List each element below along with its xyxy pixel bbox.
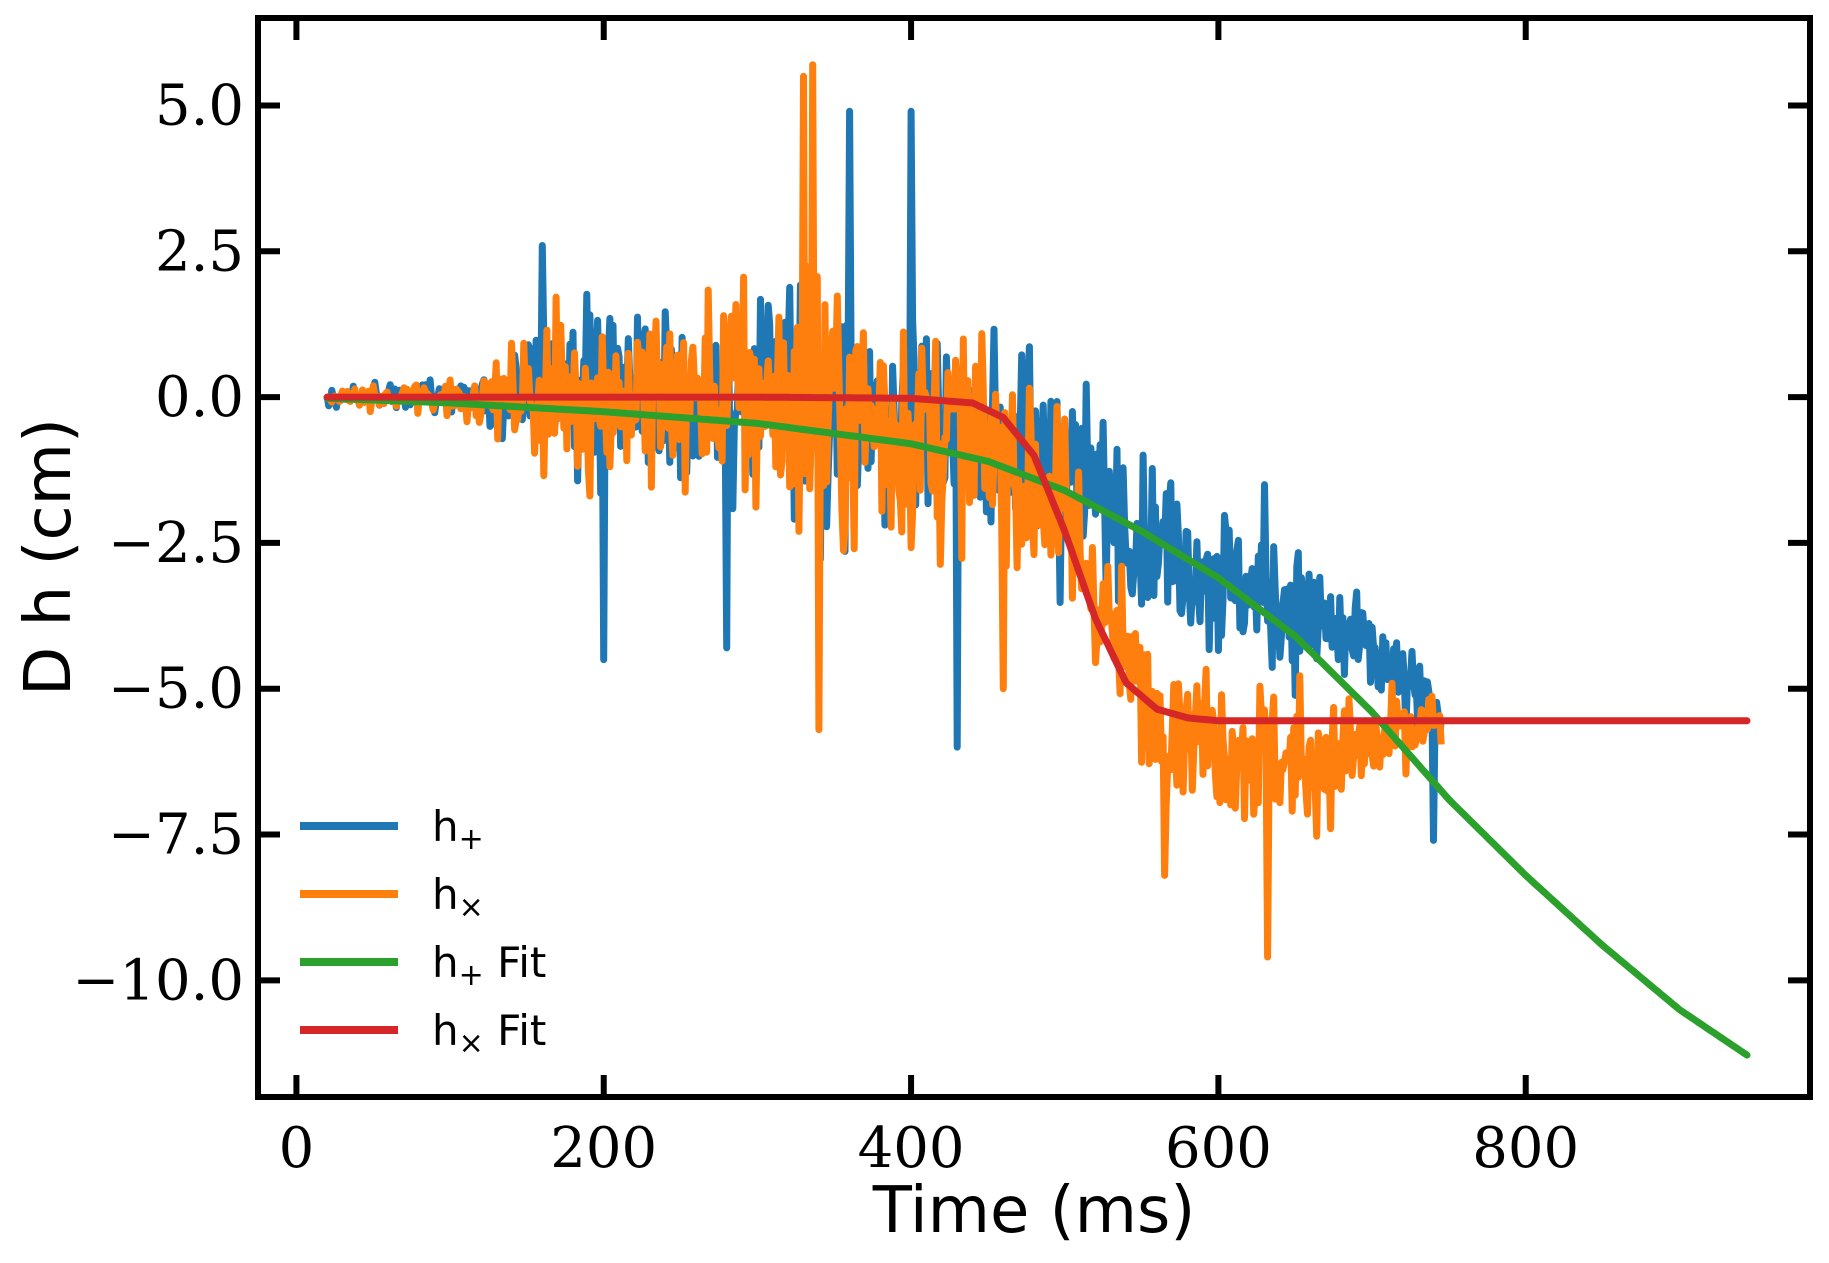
x-tick-label: 0 <box>279 1116 315 1181</box>
x-tick-label: 600 <box>1165 1116 1272 1181</box>
y-axis-title: D h (cm) <box>12 418 86 696</box>
label-layer: 0 200 400 600 800 5.0 2.5 0.0 −2.5 −5.0 −7.5 −10.0 <box>72 73 1579 1181</box>
y-tick-label: 5.0 <box>155 73 244 138</box>
plot-frame <box>255 15 1813 1100</box>
legend-label: h× <box>432 870 484 925</box>
series-layer <box>323 61 1751 1059</box>
legend: h+ h× h+ Fit h× Fit <box>300 802 546 1061</box>
y-tick-label: −10.0 <box>72 948 244 1013</box>
x-tick-label: 400 <box>858 1116 965 1181</box>
tick-layer <box>258 18 1810 1097</box>
legend-label: h+ <box>432 802 484 857</box>
legend-label: h+ Fit <box>432 938 546 993</box>
y-tick-label: 0.0 <box>155 365 244 430</box>
y-tick-label: −7.5 <box>108 803 244 868</box>
y-tick-label: −2.5 <box>108 511 244 576</box>
series-h-cross-line <box>324 61 1445 961</box>
y-tick-label: −5.0 <box>108 657 244 722</box>
y-tick-label: 2.5 <box>155 219 244 284</box>
legend-label: h× Fit <box>432 1006 546 1061</box>
x-tick-label: 800 <box>1472 1116 1579 1181</box>
x-tick-label: 200 <box>550 1116 657 1181</box>
series-h-plus-fit-line <box>323 394 1751 1059</box>
series-h-cross-fit-line <box>323 393 1751 725</box>
x-axis-title: Time (ms) <box>872 1174 1196 1248</box>
